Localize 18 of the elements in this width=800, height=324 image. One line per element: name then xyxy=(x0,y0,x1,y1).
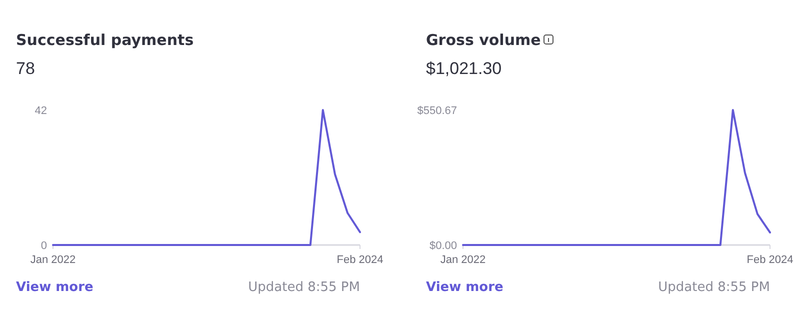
line-series xyxy=(462,109,771,246)
y-tick-label: 0 xyxy=(40,240,47,252)
chart-title: Successful payments xyxy=(16,31,194,49)
y-tick-label: $550.67 xyxy=(417,104,457,117)
text: View more xyxy=(16,280,94,295)
chart-subtitle: 78 xyxy=(16,59,35,78)
x-tick-label: Feb 2024 xyxy=(746,254,794,266)
x-tick-label: Jan 2022 xyxy=(30,254,76,266)
line-series xyxy=(52,109,361,246)
x-tick-label: Jan 2022 xyxy=(440,254,486,266)
chart-title: Gross volume xyxy=(426,31,541,49)
x-tick-label: Feb 2024 xyxy=(336,254,384,266)
text: Updated 8:55 PM xyxy=(248,280,360,295)
chart-subtitle: $1,021.30 xyxy=(426,59,502,78)
text: Updated 8:55 PM xyxy=(658,280,770,295)
text: View more xyxy=(426,280,504,295)
y-tick-label: $0.00 xyxy=(429,240,457,252)
y-tick-label: 42 xyxy=(34,104,47,117)
